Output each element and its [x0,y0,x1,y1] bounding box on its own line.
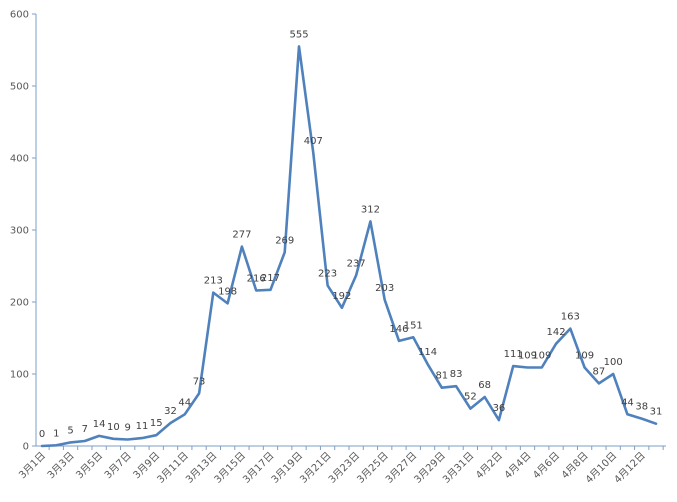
data-label: 83 [450,369,463,380]
x-tick-label: 4月2日 [473,450,505,482]
data-label: 109 [575,351,594,362]
data-label: 555 [289,29,308,40]
data-label: 217 [261,273,280,284]
series-group [40,45,658,448]
data-label: 10 [107,422,120,433]
data-label: 312 [361,204,380,215]
x-tick-label: 4月4日 [502,450,534,482]
data-label: 68 [478,380,491,391]
data-label: 100 [604,357,623,368]
data-label: 109 [532,351,551,362]
y-tick-label: 400 [10,154,29,165]
data-label: 1 [53,428,59,439]
data-label: 7 [82,424,88,435]
x-tick-label: 3月31日 [440,450,476,486]
x-tick-label: 3月5日 [74,450,106,482]
data-label: 38 [635,402,648,413]
x-tick-label: 3月1日 [16,450,48,482]
x-tick-label: 3月7日 [102,450,134,482]
data-label: 44 [178,397,191,408]
x-tick-label: 4月12日 [612,450,648,486]
data-label: 111 [504,349,523,360]
y-tick-label: 600 [10,10,29,21]
data-label: 407 [304,136,323,147]
axes [35,14,666,447]
data-label: 11 [136,421,149,432]
data-label: 31 [650,407,663,418]
data-label: 277 [232,230,251,241]
data-label: 0 [39,429,45,440]
data-label: 36 [493,403,506,414]
y-tick-label: 300 [10,226,29,237]
y-tick-label: 0 [23,442,29,453]
data-label: 14 [93,419,106,430]
data-label: 269 [275,235,294,246]
y-tick-label: 500 [10,82,29,93]
x-axis-ticks: 3月1日3月3日3月5日3月7日3月9日3月11日3月13日3月15日3月17日… [16,446,664,486]
data-label: 146 [389,324,408,335]
data-label: 142 [546,327,565,338]
data-label: 203 [375,283,394,294]
data-label: 5 [67,425,73,436]
data-label: 114 [418,347,437,358]
data-label: 15 [150,418,163,429]
data-label: 44 [621,397,634,408]
data-label: 192 [332,291,351,302]
data-label: 198 [218,286,237,297]
data-label: 73 [193,376,206,387]
data-label: 9 [124,423,130,434]
data-label: 32 [164,406,177,417]
data-label: 151 [404,320,423,331]
data-label: 52 [464,392,477,403]
data-label: 213 [204,276,223,287]
x-tick-label: 4月6日 [531,450,563,482]
data-label: 163 [561,312,580,323]
x-tick-label: 3月3日 [45,450,77,482]
y-axis-ticks: 0 100 200 300 400 500 600 [10,10,36,453]
data-labels: 0 1 5 7 14 10 9 11 15324473213198277216217269555… [39,29,663,440]
data-label: 109 [518,351,537,362]
data-label: 216 [247,273,266,284]
data-label: 81 [435,371,448,382]
data-label: 223 [318,268,337,279]
data-label: 237 [347,258,366,269]
data-label: 87 [593,366,606,377]
y-tick-label: 100 [10,370,29,381]
y-tick-label: 200 [10,298,29,309]
series-line [40,45,658,448]
